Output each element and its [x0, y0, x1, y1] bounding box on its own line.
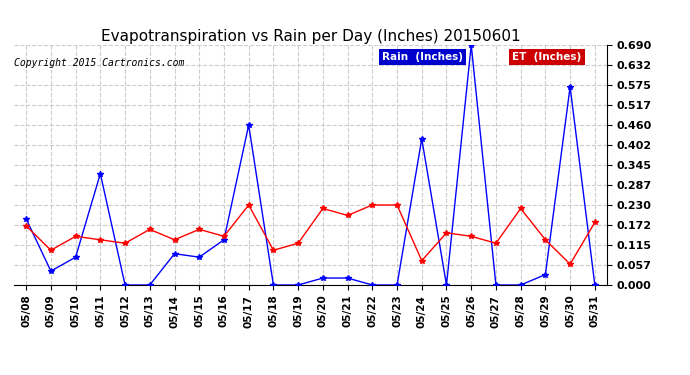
- Text: Copyright 2015 Cartronics.com: Copyright 2015 Cartronics.com: [14, 58, 184, 68]
- Title: Evapotranspiration vs Rain per Day (Inches) 20150601: Evapotranspiration vs Rain per Day (Inch…: [101, 29, 520, 44]
- Text: Rain  (Inches): Rain (Inches): [382, 52, 463, 62]
- Text: ET  (Inches): ET (Inches): [512, 52, 582, 62]
